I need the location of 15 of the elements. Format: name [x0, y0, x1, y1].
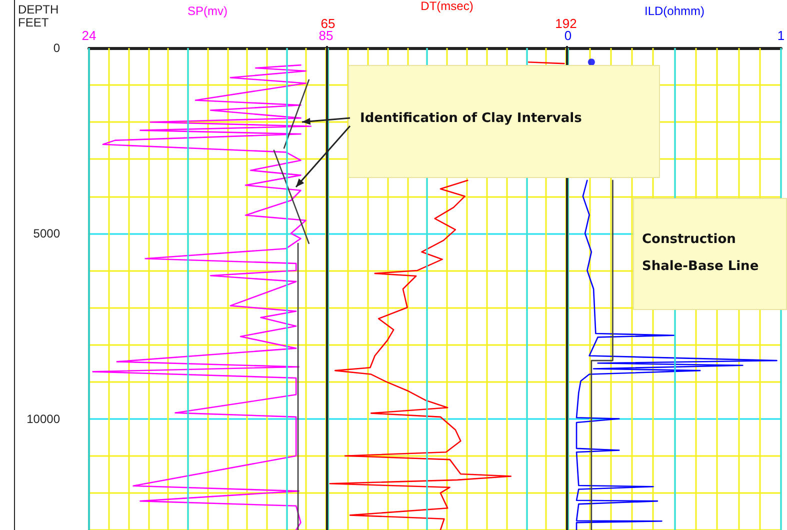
x-tick-label: 192 [555, 16, 577, 31]
x-axis-title: SP(mv) [188, 4, 228, 18]
x-tick-label: 85 [318, 28, 334, 43]
x-axis-title: DT(msec) [420, 0, 474, 14]
annotation: Construction Shale-Base Line [642, 231, 760, 276]
x-tick-label: 0 [564, 28, 572, 43]
y-axis-title: DEPTH FEET [18, 2, 59, 30]
y-tick-label: 0 [53, 41, 60, 55]
y-tick-label: 10000 [26, 412, 60, 426]
y-tick-label: 5000 [33, 226, 60, 240]
x-tick-label: 65 [320, 16, 336, 31]
x-tick-label: 1 [777, 28, 785, 43]
x-axis-title: ILD(ohmm) [644, 4, 705, 18]
annotation: Identification of Clay Intervals [360, 111, 583, 126]
x-tick-label: 24 [82, 28, 96, 43]
